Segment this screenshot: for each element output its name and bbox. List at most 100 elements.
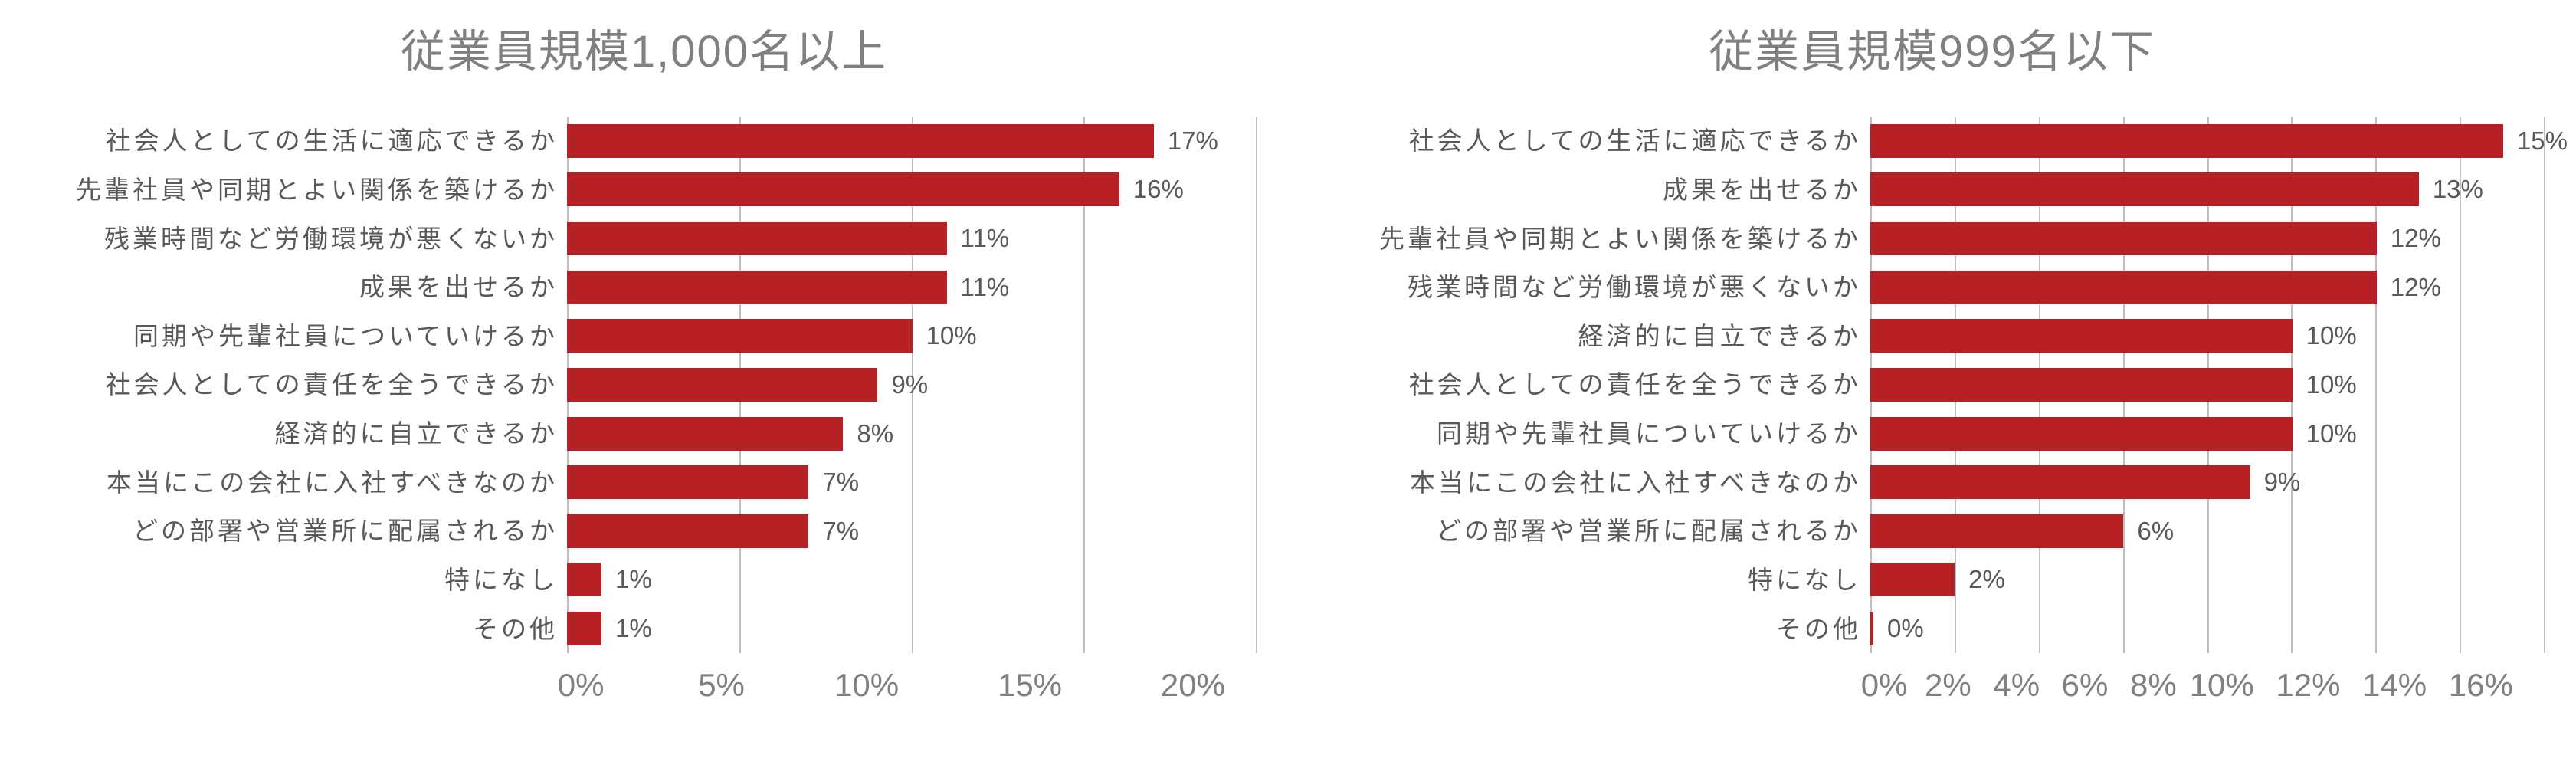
bar	[1870, 368, 2293, 402]
y-axis-label: 本当にこの会社に入社すべきなのか	[1319, 470, 1861, 495]
bar	[1870, 319, 2293, 353]
chart-panel-left: 従業員規模1,000名以上 社会人としての生活に適応できるか先輩社員や同期とよい…	[0, 0, 1288, 719]
x-tick-label: 14%	[2362, 667, 2427, 704]
x-tick-labels: 0%2%4%6%8%10%12%14%16%	[1880, 667, 2545, 704]
bar-row: 7%	[567, 514, 1257, 548]
y-axis-label: 社会人としての生活に適応できるか	[1319, 128, 1861, 153]
chart-body: 社会人としての生活に適応できるか成果を出せるか先輩社員や同期とよい関係を築けるか…	[1319, 117, 2545, 704]
bar	[567, 271, 947, 304]
bar-value-label: 17%	[1168, 126, 1218, 156]
bar	[1870, 465, 2250, 499]
y-axis-label: 社会人としての生活に適応できるか	[31, 128, 558, 153]
bar	[567, 514, 808, 548]
y-axis-label: 同期や先輩社員についていけるか	[31, 323, 558, 349]
bar-row: 7%	[567, 465, 1257, 499]
bar-value-label: 10%	[2306, 419, 2357, 448]
bar-row: 11%	[567, 222, 1257, 255]
bar-row: 11%	[567, 271, 1257, 304]
bar	[1870, 124, 2503, 158]
x-tick-label: 10%	[834, 667, 899, 704]
bar	[567, 319, 913, 353]
chart-panel-right: 従業員規模999名以下 社会人としての生活に適応できるか成果を出せるか先輩社員や…	[1288, 0, 2576, 719]
bar	[1870, 612, 1873, 645]
y-axis-labels: 社会人としての生活に適応できるか成果を出せるか先輩社員や同期とよい関係を築けるか…	[1319, 117, 1870, 653]
x-tick-label: 5%	[698, 667, 745, 704]
bar-row: 12%	[1870, 222, 2545, 255]
bar-value-label: 7%	[822, 468, 859, 497]
bar-row: 12%	[1870, 271, 2545, 304]
plot-area: 社会人としての生活に適応できるか成果を出せるか先輩社員や同期とよい関係を築けるか…	[1319, 117, 2545, 653]
bar-value-label: 10%	[2306, 370, 2357, 399]
y-axis-label: 経済的に自立できるか	[1319, 323, 1861, 349]
bar	[567, 465, 808, 499]
bar-row: 10%	[1870, 319, 2545, 353]
bar-value-label: 11%	[961, 273, 1010, 302]
bar	[567, 124, 1154, 158]
bar	[567, 612, 601, 645]
bar	[567, 417, 843, 451]
bar-value-label: 15%	[2517, 126, 2568, 156]
y-axis-label: 先輩社員や同期とよい関係を築けるか	[31, 177, 558, 202]
bars: 17%16%11%11%10%9%8%7%7%1%1%	[567, 117, 1257, 653]
y-axis-label: 残業時間など労働環境が悪くないか	[1319, 274, 1861, 300]
bar	[567, 172, 1119, 206]
x-tick-label: 10%	[2190, 667, 2254, 704]
chart-title: 従業員規模1,000名以上	[401, 15, 887, 80]
bar-value-label: 8%	[857, 419, 893, 448]
x-axis-spacer	[1319, 667, 1880, 704]
y-axis-label: 経済的に自立できるか	[31, 421, 558, 446]
y-axis-label: 社会人としての責任を全うできるか	[1319, 372, 1861, 397]
bar	[1870, 514, 2123, 548]
x-tick-label: 16%	[2449, 667, 2513, 704]
bars-region: 15%13%12%12%10%10%10%9%6%2%0%	[1870, 117, 2545, 653]
bar-row: 2%	[1870, 563, 2545, 596]
bar-row: 0%	[1870, 612, 2545, 645]
y-axis-label: 社会人としての責任を全うできるか	[31, 372, 558, 397]
x-tick-label: 15%	[998, 667, 1062, 704]
bar-row: 8%	[567, 417, 1257, 451]
bar-value-label: 12%	[2391, 224, 2441, 253]
x-axis-spacer	[31, 667, 576, 704]
bar-row: 15%	[1870, 124, 2545, 158]
bar-value-label: 12%	[2391, 273, 2441, 302]
bar-value-label: 0%	[1887, 614, 1924, 643]
y-axis-label: 特になし	[1319, 567, 1861, 593]
y-axis-labels: 社会人としての生活に適応できるか先輩社員や同期とよい関係を築けるか残業時間など労…	[31, 117, 567, 653]
bar-value-label: 7%	[822, 517, 859, 546]
plot-area: 社会人としての生活に適応できるか先輩社員や同期とよい関係を築けるか残業時間など労…	[31, 117, 1257, 653]
x-axis: 0%5%10%15%20%	[31, 667, 1257, 704]
bar-row: 9%	[1870, 465, 2545, 499]
bars: 15%13%12%12%10%10%10%9%6%2%0%	[1870, 117, 2545, 653]
bar-row: 17%	[567, 124, 1257, 158]
bar-row: 13%	[1870, 172, 2545, 206]
y-axis-label: その他	[1319, 616, 1861, 642]
bar-value-label: 10%	[926, 321, 977, 350]
bar-value-label: 13%	[2433, 175, 2483, 204]
y-axis-label: 本当にこの会社に入社すべきなのか	[31, 470, 558, 495]
x-tick-label: 8%	[2130, 667, 2177, 704]
x-axis: 0%2%4%6%8%10%12%14%16%	[1319, 667, 2545, 704]
bar	[1870, 222, 2377, 255]
bar-value-label: 9%	[2264, 468, 2301, 497]
bar-value-label: 16%	[1133, 175, 1184, 204]
bar-value-label: 2%	[1968, 565, 2005, 594]
chart-body: 社会人としての生活に適応できるか先輩社員や同期とよい関係を築けるか残業時間など労…	[31, 117, 1257, 704]
bar-row: 10%	[1870, 417, 2545, 451]
bar-row: 6%	[1870, 514, 2545, 548]
y-axis-label: どの部署や営業所に配属されるか	[1319, 518, 1861, 543]
bar	[1870, 563, 1955, 596]
x-tick-label: 2%	[1925, 667, 1971, 704]
bar-row: 10%	[1870, 368, 2545, 402]
bar	[567, 563, 601, 596]
bar-value-label: 10%	[2306, 321, 2357, 350]
y-axis-label: 同期や先輩社員についていけるか	[1319, 421, 1861, 446]
bar-value-label: 11%	[961, 224, 1010, 253]
x-tick-label: 6%	[2062, 667, 2109, 704]
y-axis-label: 成果を出せるか	[31, 274, 558, 300]
bar-row: 9%	[567, 368, 1257, 402]
bar	[1870, 172, 2419, 206]
y-axis-label: その他	[31, 616, 558, 642]
x-tick-label: 0%	[1861, 667, 1908, 704]
y-axis-label: 残業時間など労働環境が悪くないか	[31, 226, 558, 251]
y-axis-label: 特になし	[31, 567, 558, 593]
